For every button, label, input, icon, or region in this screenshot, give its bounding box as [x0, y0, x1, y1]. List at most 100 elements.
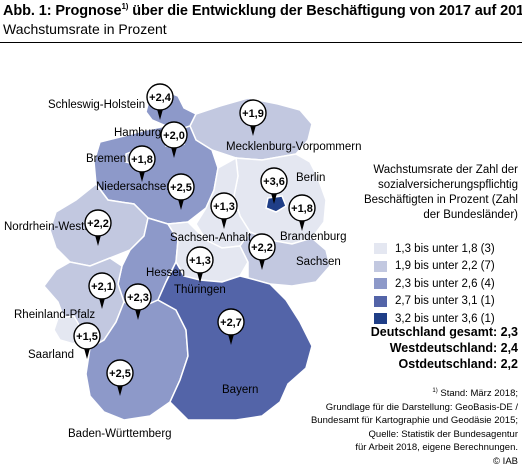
- value-marker-mv: +1,9: [239, 99, 267, 136]
- state-label-bb: Brandenburg: [280, 231, 347, 243]
- legend-swatch: [374, 295, 387, 307]
- legend-item: 1,9 bis unter 2,2 (7): [374, 258, 520, 276]
- marker-value-th: +1,3: [189, 255, 211, 267]
- marker-pin-icon: [178, 199, 184, 210]
- marker-pin-icon: [157, 109, 163, 120]
- title-suffix: über die Entwicklung der Beschäftigung v…: [128, 2, 522, 19]
- state-area-berlin[interactable]: [265, 195, 287, 213]
- legend-swatch: [374, 313, 387, 325]
- marker-circle: [160, 121, 188, 149]
- legend-label: 3,2 bis unter 3,6 (1): [395, 312, 495, 325]
- legend-item: 3,2 bis unter 3,6 (1): [374, 310, 520, 328]
- marker-pin-icon: [271, 193, 277, 204]
- marker-pin-icon: [99, 298, 105, 309]
- title-rule: [0, 42, 522, 43]
- value-marker-he: +2,3: [124, 283, 152, 320]
- state-label-nw: Nordrhein-Westfalen: [4, 221, 109, 233]
- legend-list: 1,3 bis unter 1,8 (3) 1,9 bis unter 2,2 (…: [374, 240, 520, 328]
- marker-value-by: +2,7: [220, 317, 242, 329]
- marker-value-sn: +2,2: [251, 242, 273, 254]
- marker-pin-icon: [171, 147, 177, 158]
- value-marker-hb: +1,8: [128, 145, 156, 182]
- legend-item: 2,7 bis unter 3,1 (1): [374, 293, 520, 311]
- marker-pin-icon: [135, 309, 141, 320]
- state-label-he: Hessen: [146, 267, 185, 279]
- value-marker-bb: +1,8: [288, 194, 316, 231]
- legend-swatch: [374, 260, 387, 272]
- state-label-hb: Bremen: [86, 153, 126, 165]
- value-marker-th: +1,3: [186, 246, 214, 283]
- marker-circle: [73, 322, 101, 350]
- legend-title: Wachstumsrate der Zahl der sozialversich…: [363, 164, 518, 221]
- footnote-line4: Quelle: Statistik der Bundesagentur: [368, 428, 518, 440]
- marker-circle: [288, 194, 316, 222]
- marker-pin-icon: [221, 218, 227, 229]
- marker-circle: [88, 272, 116, 300]
- figure-title: Abb. 1: Prognose1) über die Entwicklung …: [3, 2, 522, 19]
- title-prefix: Abb. 1: Prognose: [3, 2, 122, 19]
- marker-value-mv: +1,9: [242, 108, 264, 120]
- marker-value-sl: +1,5: [76, 331, 98, 343]
- legend-swatch: [374, 243, 387, 255]
- marker-value-rp: +2,1: [91, 281, 113, 293]
- marker-pin-icon: [299, 220, 305, 231]
- figure-subtitle: Wachstumsrate in Prozent: [3, 21, 167, 37]
- marker-circle: [84, 209, 112, 237]
- state-label-st: Sachsen-Anhalt: [170, 232, 252, 244]
- marker-circle: [260, 167, 288, 195]
- footnote-stand: Stand: März 2018;: [437, 388, 518, 400]
- legend-label: 1,3 bis unter 1,8 (3): [395, 242, 495, 255]
- value-marker-sh: +2,4: [146, 83, 174, 120]
- state-label-be: Berlin: [296, 172, 325, 184]
- total-deutschland: Deutschland gesamt: 2,3: [370, 325, 518, 339]
- state-area-mecklenburg-vorpommern[interactable]: [189, 97, 313, 161]
- legend-item: 2,3 bis unter 2,6 (4): [374, 275, 520, 293]
- marker-value-st: +1,3: [213, 201, 235, 213]
- marker-circle: [239, 99, 267, 127]
- marker-value-nw: +2,2: [87, 218, 109, 230]
- marker-circle: [186, 246, 214, 274]
- marker-pin-icon: [95, 235, 101, 246]
- marker-value-sh: +2,4: [149, 92, 172, 104]
- marker-pin-icon: [84, 348, 90, 359]
- footnote-line3: Bundesamt für Kartographie und Geodäsie …: [310, 415, 518, 427]
- state-labels: Schleswig-Holstein Hamburg Mecklenburg-Vor…: [4, 99, 362, 440]
- legend-swatch: [374, 278, 387, 290]
- marker-pin-icon: [250, 125, 256, 136]
- value-marker-sl: +1,5: [73, 322, 101, 359]
- marker-circle: [124, 283, 152, 311]
- legend-label: 2,3 bis unter 2,6 (4): [395, 277, 495, 290]
- value-marker-ni: +2,5: [167, 173, 195, 210]
- marker-value-he: +2,3: [127, 292, 149, 304]
- marker-value-ni: +2,5: [170, 182, 192, 194]
- marker-value-hh: +2,0: [163, 130, 185, 142]
- marker-pin-icon: [117, 385, 123, 396]
- value-marker-sn: +2,2: [248, 233, 276, 270]
- marker-circle: [217, 308, 245, 336]
- marker-circle: [210, 192, 238, 220]
- state-label-rp: Rheinland-Pfalz: [14, 309, 95, 321]
- marker-pin-icon: [139, 171, 145, 182]
- marker-pin-icon: [259, 259, 265, 270]
- marker-circle: [146, 83, 174, 111]
- state-label-bw: Baden-Württemberg: [68, 428, 172, 440]
- marker-value-bb: +1,8: [291, 203, 313, 215]
- value-markers: +2,4 +2,0 +1,9 +1,8 +2,5 +3,6 +1,8 +1,3 +2,2 +2,2…: [73, 83, 316, 396]
- marker-circle: [128, 145, 156, 173]
- state-label-mv: Mecklenburg-Vorpommern: [226, 141, 362, 153]
- value-marker-st: +1,3: [210, 192, 238, 229]
- totals-block: Deutschland gesamt: 2,3 Westdeutschland:…: [371, 324, 518, 372]
- marker-pin-icon: [197, 272, 203, 283]
- footnote-line5: für Arbeit 2018, eigene Berechnungen.: [355, 442, 518, 454]
- value-marker-nw: +2,2: [84, 209, 112, 246]
- state-label-sh: Schleswig-Holstein: [48, 99, 145, 111]
- footnote-stand-line: 1) Stand: März 2018;: [278, 385, 518, 401]
- marker-value-hb: +1,8: [131, 154, 153, 166]
- state-label-by: Bayern: [222, 384, 258, 396]
- footnote-copyright: © IAB: [493, 455, 518, 467]
- footnote-line2: Grundlage für die Darstellung: GeoBasis-…: [325, 401, 518, 413]
- value-marker-bw: +2,5: [106, 359, 134, 396]
- state-label-ni: Niedersachsen: [96, 181, 173, 193]
- value-marker-rp: +2,1: [88, 272, 116, 309]
